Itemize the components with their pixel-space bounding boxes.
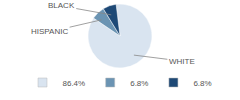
svg-text:HISPANIC: HISPANIC [31,27,68,36]
svg-text:BLACK: BLACK [48,1,75,10]
svg-text:WHITE: WHITE [169,57,195,66]
svg-text:6.8%: 6.8% [130,79,148,88]
svg-text:86.4%: 86.4% [63,79,86,88]
svg-text:6.8%: 6.8% [193,79,211,88]
